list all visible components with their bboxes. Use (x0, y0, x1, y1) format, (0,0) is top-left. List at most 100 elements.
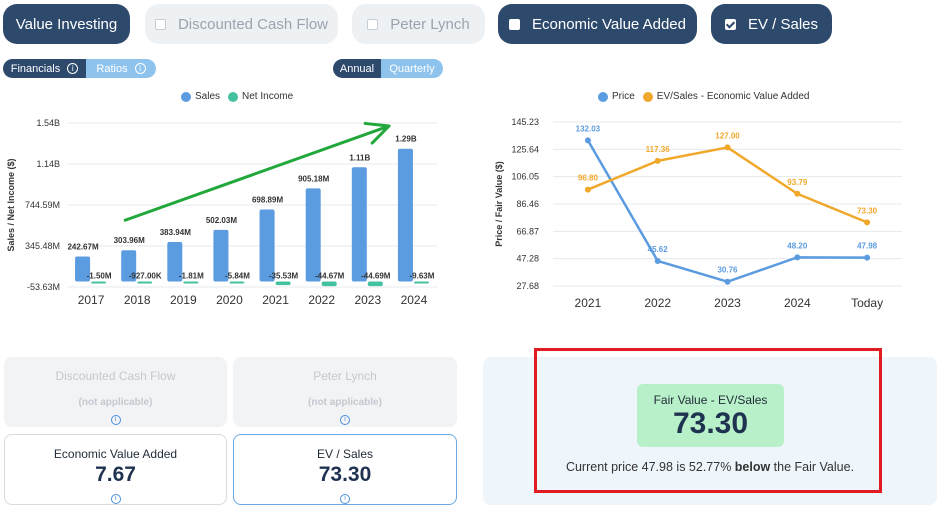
tab-peter-lynch[interactable]: Peter Lynch (352, 4, 485, 44)
sales-bar (213, 229, 229, 282)
checkbox-icon[interactable] (154, 18, 166, 30)
sales-bar (75, 256, 91, 282)
legend-item-net-income[interactable]: Net Income (228, 91, 293, 102)
net-income-value-label: -1.81M (179, 271, 204, 280)
tab-economic-value-added[interactable]: Economic Value Added (498, 4, 697, 44)
statement-toggle: Financials i Ratios i (3, 59, 156, 78)
sales-value-label: 1.11B (349, 153, 370, 162)
x-tick-label: 2020 (216, 293, 243, 307)
card-peter-lynch[interactable]: Peter Lynch (not applicable) i (233, 357, 457, 427)
y-tick-label: 27.68 (516, 281, 539, 291)
card-value: 73.30 (318, 463, 372, 486)
price-point (794, 254, 801, 261)
net-income-bar (137, 281, 153, 284)
info-icon[interactable]: i (110, 493, 121, 504)
legend-label: Price (612, 91, 635, 102)
tab-label: Value Investing (15, 15, 118, 33)
tab-value-investing[interactable]: Value Investing (3, 4, 130, 44)
evs-value-label: 127.00 (715, 131, 740, 140)
card-value: (not applicable) (78, 397, 153, 408)
x-tick-label: 2022 (308, 293, 335, 307)
net-income-dot-icon (228, 91, 239, 102)
x-tick-label: 2017 (78, 293, 105, 307)
sales-bar (167, 241, 183, 282)
x-tick-label: 2019 (170, 293, 197, 307)
price-value-label: 30.76 (717, 266, 738, 275)
x-tick-label: 2024 (401, 293, 428, 307)
card-title: EV / Sales (316, 447, 374, 461)
sales-bar (305, 188, 321, 282)
evs-point (654, 157, 661, 164)
summary-prefix: Current price 47.98 is 52.77% (565, 460, 735, 474)
price-series-line (586, 139, 868, 283)
tab-label: Discounted Cash Flow (177, 15, 329, 33)
x-tick-label: 2021 (575, 296, 602, 310)
y-tick-label: 744.59M (25, 200, 60, 210)
x-tick-label: 2022 (644, 296, 671, 310)
y-tick-label: 345.48M (25, 241, 60, 251)
card-discounted-cash-flow[interactable]: Discounted Cash Flow (not applicable) i (4, 357, 227, 427)
tab-label: Economic Value Added (532, 15, 686, 33)
info-icon[interactable]: i (134, 63, 146, 74)
info-icon[interactable]: i (110, 414, 121, 425)
trend-arrow-head-icon (363, 121, 391, 145)
right-chart-legend: Price EV/Sales - Economic Value Added (598, 91, 817, 102)
ratios-button[interactable]: Ratios i (86, 59, 156, 78)
legend-item-evs[interactable]: EV/Sales - Economic Value Added (642, 91, 810, 102)
net-income-value-label: -1.50M (87, 271, 112, 280)
price-fair-value-chart: 145.23 125.64 106.05 86.46 66.87 47.28 27.68 Pr… (494, 117, 902, 310)
sales-bar (259, 209, 275, 282)
legend-label: Net Income (242, 91, 294, 102)
sales-net-income-chart: 1.54B 1.14B 744.59M 345.48M -53.63M Sales / N… (6, 118, 437, 307)
net-income-bar (91, 281, 107, 284)
tab-discounted-cash-flow[interactable]: Discounted Cash Flow (145, 4, 338, 44)
info-icon[interactable]: i (340, 493, 350, 504)
evs-value-label: 117.36 (646, 145, 671, 154)
legend-item-sales[interactable]: Sales (181, 91, 220, 102)
price-point (584, 137, 591, 144)
info-icon[interactable]: i (67, 63, 79, 74)
tab-ev-sales[interactable]: EV / Sales (711, 4, 832, 44)
x-tick-label: Today (851, 296, 883, 310)
net-income-value-label: -927.00K (129, 271, 162, 280)
info-icon[interactable]: i (340, 414, 350, 425)
sales-bar (121, 250, 137, 282)
fair-value-badge: Fair Value - EV/Sales 73.30 (637, 384, 784, 447)
card-ev-sales[interactable]: EV / Sales 73.30 i (233, 434, 457, 505)
checkbox-icon[interactable] (509, 18, 520, 30)
quarterly-button[interactable]: Quarterly (381, 59, 443, 78)
left-chart-legend: Sales Net Income (181, 91, 301, 102)
net-income-bar (413, 281, 429, 284)
fair-value-label: Fair Value - EV/Sales (653, 393, 768, 407)
card-value: 7.67 (95, 463, 136, 486)
price-point (864, 254, 871, 261)
annual-button[interactable]: Annual (333, 59, 381, 78)
ratios-label: Ratios (96, 62, 128, 75)
net-income-bar (275, 281, 291, 286)
price-point (724, 278, 731, 285)
x-tick-label: 2023 (354, 293, 381, 307)
checkbox-icon[interactable] (367, 18, 379, 30)
fair-value-summary: Current price 47.98 is 52.77% below the … (483, 460, 937, 474)
x-tick-label: 2024 (784, 296, 811, 310)
evs-value-label: 93.79 (787, 178, 808, 187)
y-tick-label: 145.23 (511, 117, 539, 127)
sales-value-label: 242.67M (67, 243, 98, 252)
fair-value-amount: 73.30 (672, 407, 749, 440)
checkbox-checked-icon[interactable] (724, 18, 736, 30)
card-economic-value-added[interactable]: Economic Value Added 7.67 i (4, 434, 227, 505)
tab-label: EV / Sales (747, 15, 819, 33)
net-income-value-label: -35.53M (269, 271, 299, 280)
net-income-value-label: -5.84M (225, 271, 250, 280)
y-tick-label: 47.28 (516, 254, 539, 264)
sales-bar (351, 167, 367, 282)
card-title: Peter Lynch (313, 369, 377, 383)
financials-button[interactable]: Financials i (3, 59, 86, 78)
legend-item-price[interactable]: Price (598, 91, 635, 102)
x-tick-label: 2023 (714, 296, 741, 310)
net-income-value-label: -44.67M (315, 271, 345, 280)
price-value-label: 48.20 (787, 241, 808, 250)
legend-label: EV/Sales - Economic Value Added (656, 91, 810, 102)
sales-value-label: 383.94M (160, 228, 191, 237)
evs-point (724, 144, 731, 151)
